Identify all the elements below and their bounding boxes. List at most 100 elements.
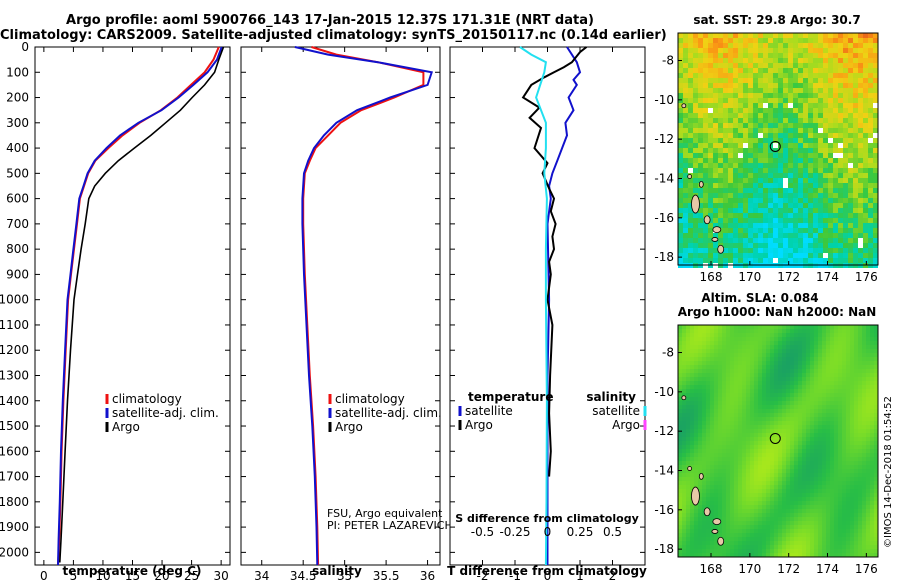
y-tick-label: 1400 [0, 394, 29, 408]
y-tick-label: 500 [6, 166, 29, 180]
chart-title: Argo profile: aoml 5900766_143 17-Jan-20… [66, 13, 594, 28]
y-tick-label: -14 [654, 463, 674, 477]
y-tick-label: 1800 [0, 495, 29, 509]
x-tick-label: 35.5 [373, 569, 400, 580]
island-shape [691, 194, 700, 214]
credit-text: ©IMOS 14-Dec-2018 01:54:52 [883, 396, 894, 548]
temperature-series-argo [59, 46, 225, 563]
y-tick-label: -14 [654, 171, 674, 185]
map-sla-field [678, 325, 878, 557]
island-shape [711, 237, 719, 242]
y-tick-label: -18 [654, 542, 674, 556]
x-tick-label: -1 [509, 569, 521, 580]
x-tick-label: 176 [855, 562, 878, 576]
y-tick-label: 1000 [0, 293, 29, 307]
x-tick-label: 36 [420, 569, 435, 580]
y-tick-label: 1500 [0, 419, 29, 433]
island-shape [698, 180, 704, 188]
x-tick-label: 172 [777, 270, 800, 284]
secondary-axis-label: S difference from climatology [455, 512, 639, 525]
annotation-text: FSU, Argo equivalent [327, 507, 443, 520]
x-tick-label: 168 [700, 270, 723, 284]
y-tick-label: -16 [654, 503, 674, 517]
map-subtitle: Argo h1000: NaN h2000: NaN [678, 305, 877, 319]
difference-axis-label: T difference from climatology [447, 564, 647, 578]
y-tick-label: 100 [6, 65, 29, 79]
x-tick-label: 0 [40, 569, 48, 580]
x-tick-label: 15 [125, 569, 140, 580]
island-shape [703, 507, 711, 517]
legend-t-argo-label: Argo [465, 418, 493, 432]
legend-climatology-label: climatology [335, 392, 405, 406]
island-shape [681, 103, 687, 109]
x-tick-label: 10 [95, 569, 110, 580]
island-shape [711, 529, 719, 534]
legend-satellite-label: satellite-adj. clim. [112, 406, 219, 420]
y-tick-label: 0 [21, 40, 29, 54]
y-tick-label: -12 [654, 424, 674, 438]
salinity-frame [240, 46, 441, 566]
x-tick-label: 170 [738, 562, 761, 576]
island-shape [687, 466, 693, 471]
y-tick-label: 1900 [0, 520, 29, 534]
x2-tick-label: -0.25 [499, 525, 530, 539]
legend-title: temperature [468, 390, 553, 404]
x-tick-label: 1 [576, 569, 584, 580]
y-tick-label: 700 [6, 217, 29, 231]
y-tick-label: 900 [6, 267, 29, 281]
x-tick-label: 174 [816, 270, 839, 284]
y-tick-label: 1300 [0, 368, 29, 382]
x-tick-label: 172 [777, 562, 800, 576]
y-tick-label: -10 [654, 93, 674, 107]
salinity-series-satellite [294, 46, 434, 566]
x-tick-label: 5 [70, 569, 78, 580]
y-tick-label: -8 [662, 346, 674, 360]
x-tick-label: 168 [700, 562, 723, 576]
x-tick-label: -2 [477, 569, 489, 580]
island-shape [703, 215, 711, 225]
x-tick-label: 2 [609, 569, 617, 580]
x-tick-label: 35 [337, 569, 352, 580]
y-tick-label: -8 [662, 54, 674, 68]
map-sla-frame [677, 324, 879, 558]
island-shape [687, 174, 693, 179]
map-title: Altim. SLA: 0.084 [701, 291, 818, 305]
x-tick-label: 25 [184, 569, 199, 580]
island-shape [717, 536, 725, 546]
salinity-axis-label: salinity [312, 564, 362, 578]
x2-tick-label: -0.5 [471, 525, 494, 539]
difference-series-sal_satellite [519, 46, 548, 566]
temperature-axis-label: temperature (deg C) [63, 564, 202, 578]
y-tick-label: 1600 [0, 444, 29, 458]
island-shape [698, 472, 704, 480]
x2-tick-label: 0 [544, 525, 552, 539]
map-sst-field [678, 33, 878, 268]
legend-argo-label: Argo [112, 420, 140, 434]
x-tick-label: 176 [855, 270, 878, 284]
temperature-series-satellite [57, 46, 223, 566]
y-tick-label: 1100 [0, 318, 29, 332]
x-tick-label: 34 [254, 569, 269, 580]
map-title: sat. SST: 29.8 Argo: 30.7 [693, 13, 860, 27]
y-tick-label: 1700 [0, 470, 29, 484]
y-tick-label: -12 [654, 132, 674, 146]
x-tick-label: 34.5 [290, 569, 317, 580]
x2-tick-label: 0.5 [603, 525, 622, 539]
y-tick-label: 800 [6, 242, 29, 256]
island-shape [712, 518, 722, 526]
y-tick-label: 300 [6, 116, 29, 130]
island-shape [717, 244, 725, 254]
argo-position-marker [769, 432, 781, 444]
legend-argo-label: Argo [335, 420, 363, 434]
island-shape [712, 226, 722, 234]
y-tick-label: 200 [6, 91, 29, 105]
island-shape [691, 486, 700, 506]
difference-series-satellite [546, 46, 582, 565]
x-tick-label: 0 [544, 569, 552, 580]
legend-title: salinity [586, 390, 636, 404]
y-tick-label: 400 [6, 141, 29, 155]
map-sst-frame [677, 32, 879, 266]
legend-climatology-label: climatology [112, 392, 182, 406]
legend-satellite-label: satellite-adj. clim. [335, 406, 442, 420]
